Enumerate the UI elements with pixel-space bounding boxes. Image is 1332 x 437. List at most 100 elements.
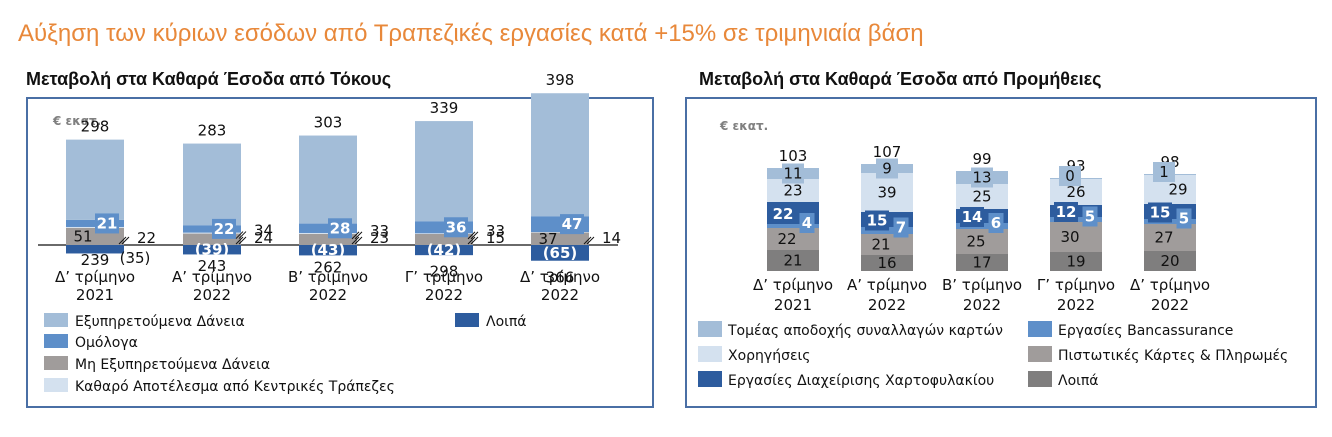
nii-total-label-2: 303 <box>314 114 343 132</box>
fee-other-label-3: 19 <box>1066 253 1085 271</box>
fee-total-label-1: 107 <box>873 143 902 161</box>
nii-central-slash-4 <box>583 236 592 245</box>
fee-bar-seg-0-1 <box>861 255 913 271</box>
nii-unit-label: € εκατ. <box>52 114 101 128</box>
nii-bonds-label-0-bg <box>95 213 119 234</box>
nii-central-slash-1-b <box>238 236 247 245</box>
fee-bar-seg-0-0 <box>767 250 819 271</box>
nii-npl-slash-3 <box>467 231 476 240</box>
fee-cards-label-3: 30 <box>1060 228 1079 246</box>
nii-bar-other-1 <box>183 245 241 255</box>
nii-bar-loans-4 <box>531 93 589 217</box>
fee-legend-label-5: Λοιπά <box>1058 373 1099 389</box>
nii-loans-label-3: 298 <box>430 262 459 280</box>
fee-cards-label-1: 21 <box>871 236 890 254</box>
nii-npl-slash-2-b <box>354 231 363 240</box>
fee-lending-label-3: 26 <box>1066 183 1085 201</box>
fee-legend-swatch-4 <box>698 371 722 387</box>
nii-bar-npl-2 <box>299 233 357 245</box>
nii-central-slash-2-b <box>354 236 363 245</box>
nii-central-label-2: 23 <box>370 229 389 247</box>
fee-legend-swatch-3 <box>1028 346 1052 362</box>
fee-cardsacq-label-0: 11 <box>783 165 802 183</box>
nii-central-slash-3 <box>467 236 476 245</box>
nii-bonds-label-2: 28 <box>330 219 351 237</box>
fee-other-label-4: 20 <box>1160 252 1179 270</box>
nii-total-label-0: 298 <box>81 118 110 136</box>
fee-legend-swatch-0 <box>698 321 722 337</box>
fee-bancass-label-0-bg <box>799 213 815 233</box>
nii-bonds-label-3: 36 <box>446 218 467 236</box>
fee-asset-label-4-bg <box>1148 202 1172 223</box>
nii-npl-label-0: 51 <box>73 227 92 245</box>
fee-bancass-label-1: 7 <box>896 219 906 237</box>
fee-asset-label-0-bg <box>771 204 795 224</box>
nii-loans-label-1: 243 <box>198 257 227 275</box>
fee-bancass-label-0: 4 <box>802 214 812 232</box>
fee-category-label-0: Δ’ τρίμηνο <box>753 276 833 294</box>
nii-other-label-2: (43) <box>311 241 346 259</box>
fee-bancass-label-2: 6 <box>991 214 1001 232</box>
nii-legend-label-2: Ομόλογα <box>75 335 138 351</box>
nii-total-label-3: 339 <box>430 99 459 117</box>
fee-lending-label-1: 39 <box>877 184 896 202</box>
nii-legend-label-1: Λοιπά <box>486 314 527 330</box>
nii-category-label-3: Γ’ τρίμηνο <box>405 268 483 286</box>
nii-central-slash-0 <box>118 236 127 245</box>
nii-central-slash-1 <box>235 236 244 245</box>
nii-bar-loans-2 <box>299 135 357 224</box>
fee-legend-label-1: Εργασίες Bancassurance <box>1058 323 1233 339</box>
nii-category-year-2: 2022 <box>309 286 347 304</box>
fee-other-label-1: 16 <box>877 254 896 272</box>
fee-bar-seg-1-2 <box>956 229 1008 254</box>
nii-npl-slash-1 <box>235 231 244 239</box>
nii-npl-slash-2 <box>351 231 360 240</box>
nii-bonds-label-0: 21 <box>97 214 118 232</box>
fee-asset-label-2: 14 <box>962 208 983 226</box>
fee-legend-swatch-5 <box>1028 371 1052 387</box>
fee-other-label-2: 17 <box>972 254 991 272</box>
nii-central-label-1: 24 <box>254 229 273 247</box>
fee-bar-seg-4-1 <box>861 173 913 212</box>
nii-npl-label-1: 34 <box>254 222 273 240</box>
nii-category-year-1: 2022 <box>193 286 231 304</box>
nii-bonds-label-2-bg <box>328 218 352 239</box>
fee-bar-seg-1-1 <box>861 234 913 255</box>
fee-bar-seg-0-2 <box>956 254 1008 271</box>
fee-cardsacq-label-1: 9 <box>882 160 892 178</box>
fee-bar-seg-0-4 <box>1144 251 1196 271</box>
nii-loans-label-0: 239 <box>81 251 110 269</box>
nii-bar-npl-3 <box>415 233 473 245</box>
nii-legend-label-4: Καθαρό Αποτέλεσμα από Κεντρικές Τράπεζες <box>75 379 395 395</box>
nii-legend-label-3: Μη Εξυπηρετούμενα Δάνεια <box>75 357 270 373</box>
nii-npl-label-3: 33 <box>486 222 505 240</box>
fee-asset-label-3: 12 <box>1056 203 1077 221</box>
fee-lending-label-4: 29 <box>1168 181 1187 199</box>
nii-chart-title: Μεταβολή στα Καθαρά Έσοδα από Τόκους <box>26 69 392 89</box>
fee-cardsacq-label-0-bg <box>782 163 804 184</box>
nii-legend-swatch-4 <box>44 378 68 392</box>
fee-asset-label-4: 15 <box>1150 204 1171 222</box>
nii-category-label-2: Β’ τρίμηνο <box>288 268 368 286</box>
nii-central-label-0: 22 <box>137 229 156 247</box>
fee-unit-label: € εκατ. <box>719 119 768 133</box>
fee-bancass-label-4: 5 <box>1179 210 1189 228</box>
nii-total-label-1: 283 <box>198 122 227 140</box>
nii-bar-npl-4 <box>531 232 589 245</box>
fee-asset-label-1-bg <box>865 210 889 231</box>
nii-loans-label-2: 262 <box>314 259 343 277</box>
fee-asset-label-3-bg <box>1054 202 1078 222</box>
nii-bar-loans-3 <box>415 121 473 222</box>
fee-asset-label-2-bg <box>960 207 984 227</box>
nii-category-label-1: Α’ τρίμηνο <box>172 268 252 286</box>
fee-lending-label-2: 25 <box>972 188 991 206</box>
nii-bar-loans-1 <box>183 143 241 226</box>
fee-category-year-3: 2022 <box>1057 296 1095 314</box>
fee-category-label-3: Γ’ τρίμηνο <box>1037 276 1115 294</box>
fee-category-year-0: 2021 <box>774 296 812 314</box>
fee-bar-seg-0-3 <box>1050 252 1102 271</box>
nii-legend-label-0: Εξυπηρετούμενα Δάνεια <box>75 314 245 330</box>
fee-cardsacq-label-3-bg <box>1059 166 1081 186</box>
fee-other-label-0: 21 <box>783 252 802 270</box>
